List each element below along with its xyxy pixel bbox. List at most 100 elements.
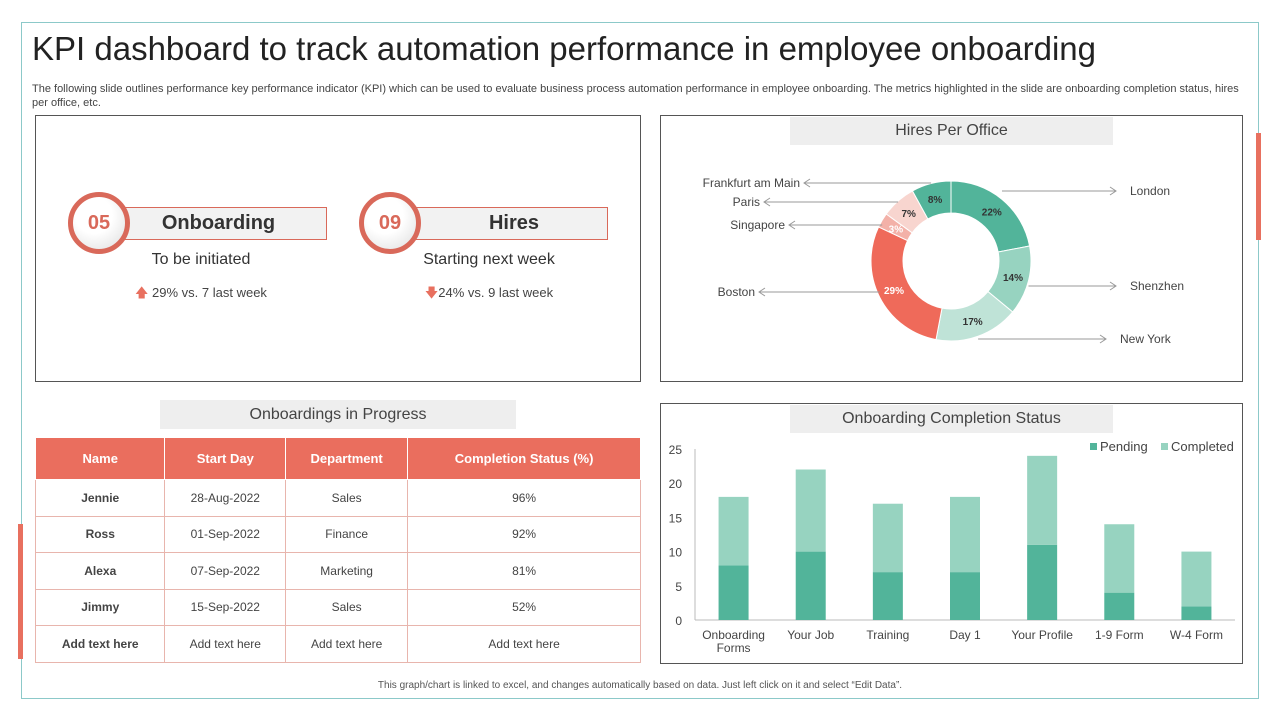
table-cell: Ross xyxy=(34,515,166,553)
slice-value-label: 7% xyxy=(901,209,916,220)
donut-slice[interactable] xyxy=(870,226,943,341)
arrow-icon xyxy=(1109,186,1117,196)
kpi-onboarding-sub: To be initiated xyxy=(151,251,251,268)
accent-bar xyxy=(1256,133,1261,240)
x-tick-label: Your Job xyxy=(787,628,834,642)
kpi-panel xyxy=(35,115,641,382)
table-cell: Jennie xyxy=(34,479,166,517)
slice-category-label: Shenzhen xyxy=(1130,279,1184,293)
arrow-icon xyxy=(1109,281,1117,291)
arrow-icon xyxy=(1099,334,1107,344)
slice-value-label: 17% xyxy=(963,317,983,328)
legend-label: Pending xyxy=(1100,439,1148,454)
y-tick-label: 5 xyxy=(675,580,682,594)
slice-category-label: Singapore xyxy=(730,218,785,232)
hires-donut-chart: 22% London 14% Shenzhen 17% New York 29% Boston… xyxy=(703,176,1184,346)
bar-chart-title: Onboarding Completion Status xyxy=(790,405,1113,433)
x-tick-label: Day 1 xyxy=(949,628,981,642)
table-cell: 52% xyxy=(407,588,641,626)
table-cell: 15-Sep-2022 xyxy=(164,588,287,626)
x-tick-label: W-4 Form xyxy=(1170,628,1223,642)
bar-pending[interactable] xyxy=(795,551,826,620)
bar-pending[interactable] xyxy=(718,565,749,620)
table-cell: Marketing xyxy=(285,552,409,590)
kpi-onboarding-number: 05 xyxy=(68,192,130,254)
x-tick-label: 1-9 Form xyxy=(1095,628,1144,642)
slice-category-label: Frankfurt am Main xyxy=(703,176,800,190)
table-cell: 07-Sep-2022 xyxy=(164,552,287,590)
donut-slice[interactable] xyxy=(911,180,952,220)
donut-title: Hires Per Office xyxy=(790,117,1113,145)
table-cell: Jimmy xyxy=(34,588,166,626)
legend-swatch xyxy=(1090,443,1097,450)
hires-per-office-panel xyxy=(660,115,1243,382)
page-title: KPI dashboard to track automation perfor… xyxy=(32,30,1096,67)
kpi-onboarding-trend: 🡅 29% vs. 7 last week xyxy=(110,284,292,306)
table-cell: Add text here xyxy=(34,625,166,663)
arrow-icon xyxy=(763,197,771,207)
bar-completed[interactable] xyxy=(1181,551,1212,607)
arrow-icon xyxy=(758,287,766,297)
kpi-hires-label: Hires xyxy=(400,207,608,240)
bar-completed[interactable] xyxy=(1104,524,1135,593)
bar-pending[interactable] xyxy=(872,572,903,620)
kpi-hires-trend: 🡇24% vs. 9 last week xyxy=(398,284,580,306)
bar-pending[interactable] xyxy=(1104,592,1135,620)
completion-status-panel xyxy=(660,403,1243,664)
y-tick-label: 15 xyxy=(669,511,683,525)
slide-frame xyxy=(21,22,1259,699)
table-cell: Add text here xyxy=(285,625,409,663)
bar-completed[interactable] xyxy=(795,469,826,552)
bar-pending[interactable] xyxy=(1181,606,1212,620)
table-cell: 92% xyxy=(407,515,641,553)
table-cell: 81% xyxy=(407,552,641,590)
slice-value-label: 14% xyxy=(1003,273,1023,284)
slice-value-label: 3% xyxy=(889,224,904,235)
table-row: Ross 01-Sep-2022 Finance 92% xyxy=(34,515,641,553)
kpi-hires-number: 09 xyxy=(359,192,421,254)
bar-completed[interactable] xyxy=(718,496,749,566)
table-title: Onboardings in Progress xyxy=(160,400,516,429)
column-header: Start Day xyxy=(164,437,287,480)
bar-pending[interactable] xyxy=(1027,544,1058,620)
column-header: Department xyxy=(285,437,409,480)
table-cell: 28-Aug-2022 xyxy=(164,479,287,517)
accent-bar xyxy=(18,524,23,659)
y-tick-label: 20 xyxy=(669,477,683,491)
legend-swatch xyxy=(1161,443,1168,450)
column-header: Name xyxy=(34,437,166,480)
bar-completed[interactable] xyxy=(872,503,903,573)
table-cell: Add text here xyxy=(164,625,287,663)
slice-category-label: Boston xyxy=(718,285,755,299)
table-cell: Sales xyxy=(285,588,409,626)
table-cell: 01-Sep-2022 xyxy=(164,515,287,553)
slice-category-label: Paris xyxy=(733,195,760,209)
bar-completed[interactable] xyxy=(1027,455,1058,545)
kpi-onboarding-label: Onboarding xyxy=(110,207,327,240)
bar-completed[interactable] xyxy=(950,496,980,573)
table-cell: Sales xyxy=(285,479,409,517)
onboardings-table: Name Start Day Department Completion Status… xyxy=(34,437,641,663)
trend-text: 29% vs. 7 last week xyxy=(152,285,267,300)
page-subtitle: The following slide outlines performance… xyxy=(32,83,1239,109)
bar-pending[interactable] xyxy=(950,572,980,620)
arrow-icon xyxy=(803,178,811,188)
x-tick-label: Onboarding xyxy=(702,628,765,642)
x-tick-label: Training xyxy=(866,628,909,642)
y-tick-label: 10 xyxy=(669,546,683,560)
footer-note: This graph/chart is linked to excel, and… xyxy=(377,680,903,691)
arrow-up-icon: 🡅 xyxy=(135,285,149,300)
legend-label: Completed xyxy=(1171,439,1234,454)
slice-category-label: New York xyxy=(1120,332,1172,346)
slice-value-label: 8% xyxy=(928,195,943,206)
slice-value-label: 29% xyxy=(884,286,904,297)
table-row: Alexa 07-Sep-2022 Marketing 81% xyxy=(34,552,641,590)
table-cell: Add text here xyxy=(407,625,641,663)
table-row: Add text here Add text here Add text here A… xyxy=(34,625,641,663)
arrow-icon xyxy=(788,220,796,230)
y-tick-label: 0 xyxy=(675,614,682,628)
trend-text: 24% vs. 9 last week xyxy=(438,285,554,300)
column-header: Completion Status (%) xyxy=(407,437,641,480)
table-cell: Finance xyxy=(285,515,409,553)
table-row: Jennie 28-Aug-2022 Sales 96% xyxy=(34,479,641,517)
